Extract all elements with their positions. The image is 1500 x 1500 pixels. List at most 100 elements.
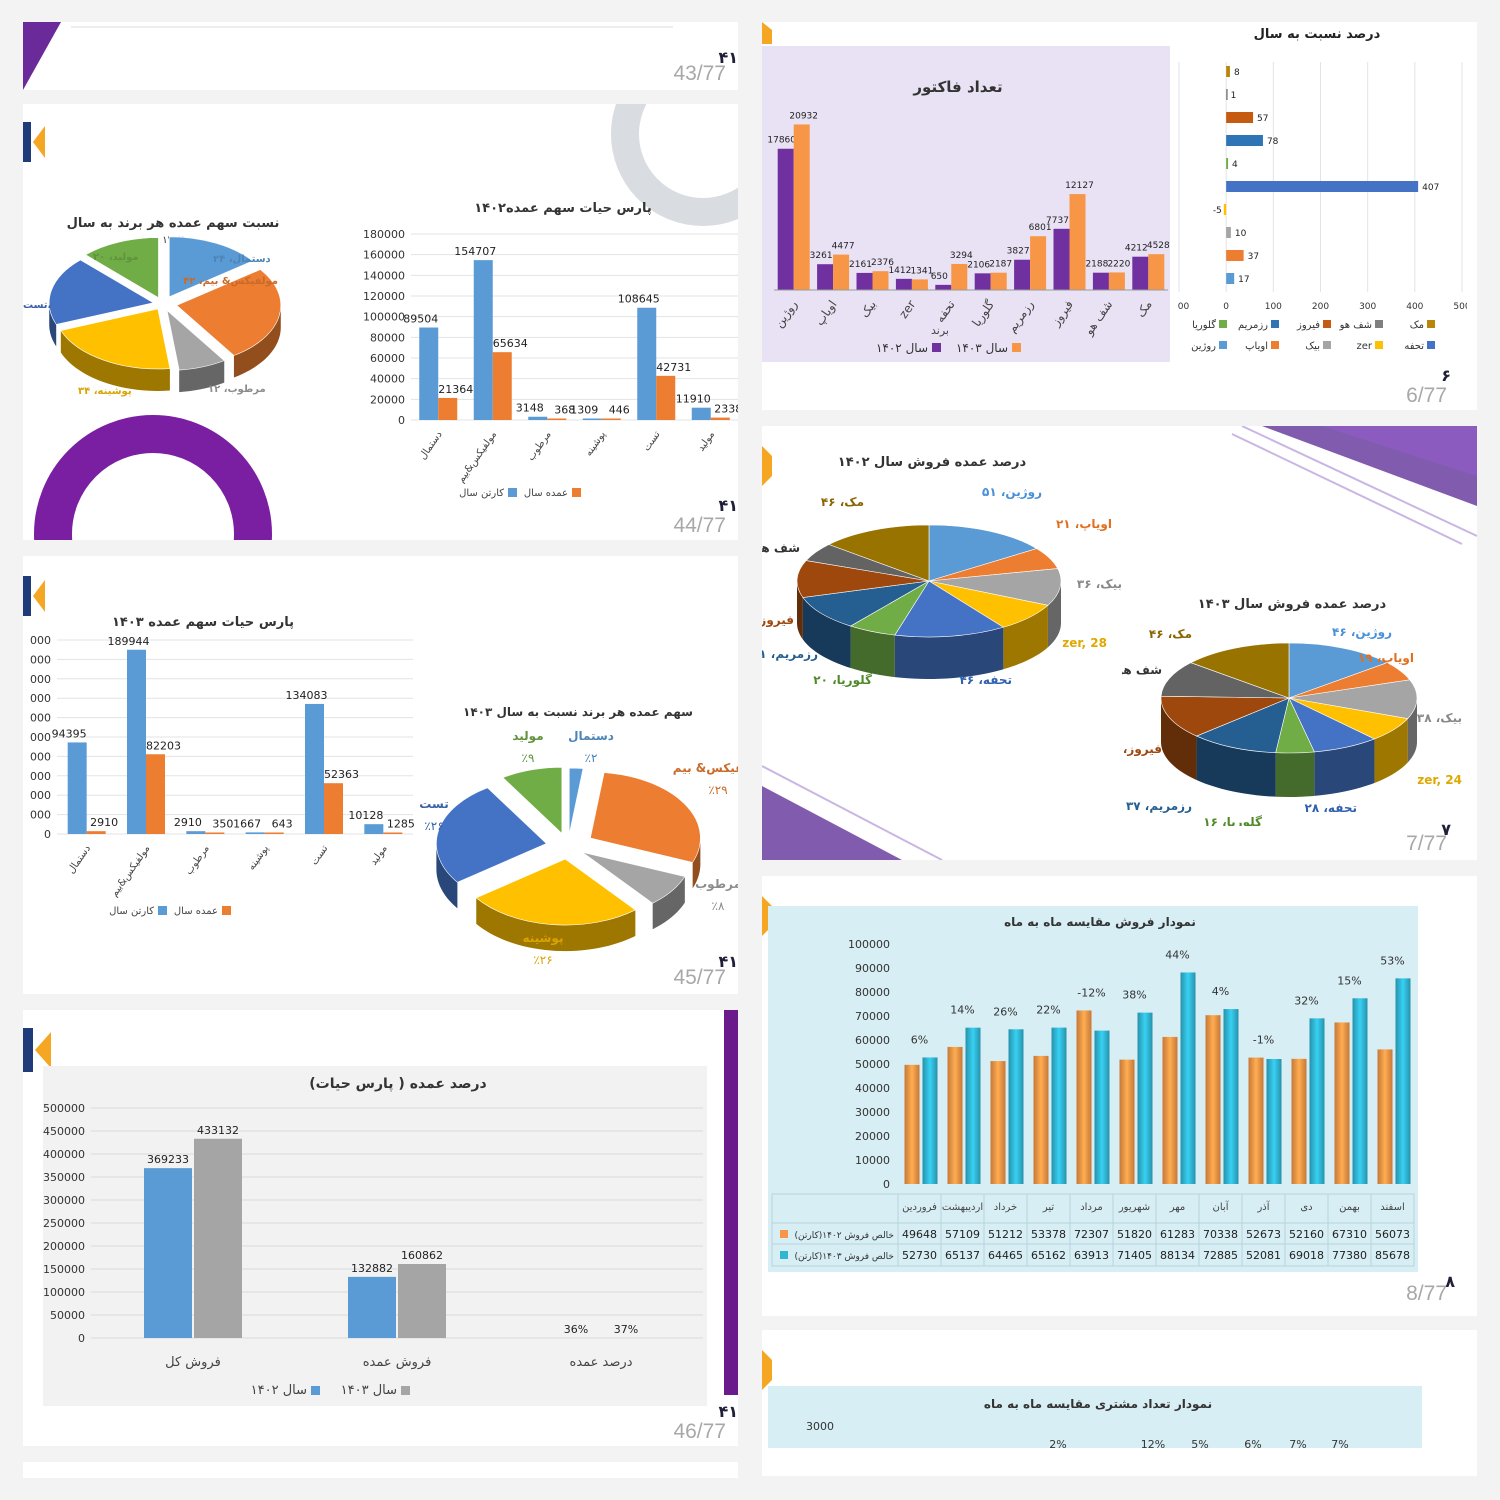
table-cell: 52730 (902, 1249, 937, 1262)
x-tick-label: 0 (1223, 302, 1229, 312)
legend-swatch (780, 1230, 788, 1238)
y-tick-label: 400000 (43, 1148, 85, 1161)
category-label: روژین (772, 298, 802, 331)
slice-label: بیک، ۳۸ (1417, 711, 1462, 725)
slide-number: ۴۱ (718, 496, 738, 515)
bar-1 (1108, 272, 1125, 290)
slice-label: مولفیکس& بیم، ۴۲ (183, 276, 278, 287)
slice-label: مولفیکس& بیم (673, 761, 738, 776)
company-logo (762, 1350, 772, 1394)
slide-43-decor (23, 22, 673, 90)
slice-label: دستمال، ۲۴ (213, 254, 271, 265)
bar-1 (1309, 1018, 1325, 1184)
slice-label: تحفه، ۲۸ (1305, 801, 1357, 815)
bar-0 (1092, 272, 1109, 290)
y-tick-label: 80000 (370, 331, 405, 344)
y-tick-label: 000 (30, 653, 51, 666)
bar-1 (1051, 1027, 1067, 1184)
legend-label: شف هو (1339, 320, 1372, 331)
bar-0 (348, 1276, 396, 1338)
slice-0 (928, 524, 1038, 582)
table-cell: 88134 (1160, 1249, 1195, 1262)
bar-0 (1162, 1036, 1178, 1184)
bar-0 (777, 148, 794, 290)
slide-number: ۴۱ (718, 1402, 738, 1421)
category-label: اویاپ (812, 298, 840, 329)
slice-7 (1160, 695, 1290, 737)
chart-title: پارس حیات سهم عمده ۱۴۰۳ (112, 615, 294, 630)
side-accent (724, 1010, 738, 1395)
bar-0 (1033, 1055, 1049, 1184)
y-tick-label: 100000 (363, 311, 405, 324)
bar-1 (383, 832, 403, 834)
data-label: 6801 (1029, 223, 1052, 233)
slice-5 (502, 767, 563, 835)
legend-swatch (932, 343, 941, 352)
month-label: اردیبهشت (942, 1202, 983, 1213)
month-label: آذر (1256, 1200, 1270, 1213)
bar-1 (194, 1138, 242, 1338)
data-label: 3261 (810, 251, 833, 261)
customers-chart-panel (768, 1386, 1422, 1448)
legend-label: سال ۱۴۰۳ (341, 1383, 397, 1398)
category-label: مک (1133, 298, 1154, 320)
data-label: 82203 (146, 739, 181, 752)
bar-0 (419, 327, 439, 420)
data-label: 65634 (493, 337, 528, 350)
y-tick-label: 000 (30, 731, 51, 744)
customers-chart: نمودار تعداد مشتری مقایسه ماه به ماه 3000… (806, 1397, 1349, 1448)
y-tick-label: 40000 (855, 1082, 890, 1095)
x-tick-label: 500 (1453, 302, 1467, 312)
slide-9: نمودار تعداد مشتری مقایسه ماه به ماه 3000… (762, 1330, 1477, 1476)
bar-0 (895, 278, 912, 290)
slide-number: ۶ (1441, 366, 1451, 385)
slice-2 (928, 568, 1062, 606)
growth-label: 5% (1191, 1438, 1208, 1448)
data-label: 2910 (90, 816, 118, 829)
y-tick-label: 000 (30, 673, 51, 686)
legend-swatch (1375, 341, 1383, 349)
bar-1 (922, 1057, 938, 1184)
slice-side (1314, 738, 1375, 796)
bar-0 (1291, 1058, 1307, 1184)
table-cell: 52673 (1246, 1228, 1281, 1241)
slice-label: روژین، ۵۱ (982, 485, 1042, 500)
data-label: 643 (272, 818, 293, 831)
slice-label: zer, 24 (1417, 773, 1462, 787)
legend-label: بیک (1305, 341, 1320, 352)
month-label: مرداد (1080, 1202, 1103, 1213)
bar-6 (1223, 204, 1227, 215)
table-cell: 52081 (1246, 1249, 1281, 1262)
slice-7 (796, 560, 930, 598)
pie-chart-1402: نسبت سهم عمده هر برند به سال۱۴۰۲دستمال، … (23, 216, 282, 397)
bar-chart-1403: پارس حیات سهم عمده ۱۴۰۳00000000000000000… (30, 615, 415, 917)
data-label: 2910 (174, 816, 202, 829)
bar-0 (528, 416, 548, 420)
slice-2 (582, 852, 686, 904)
data-label: -5 (1213, 206, 1222, 216)
data-label: 2106 (967, 260, 990, 270)
bar-1 (438, 397, 458, 420)
bar-1 (1008, 1029, 1024, 1184)
slice-label: روژین، ۴۶ (1332, 625, 1392, 640)
bar-1 (710, 417, 730, 420)
bar-1 (872, 271, 889, 290)
legend-label: سال ۱۴۰۲ (876, 341, 928, 355)
bar-0 (856, 272, 873, 290)
data-label: 108645 (618, 293, 660, 306)
page-number: 43/77 (673, 62, 726, 85)
legend-swatch (1012, 343, 1021, 352)
bar-1 (205, 832, 225, 834)
bar-1 (1069, 194, 1086, 290)
data-label: 1341 (910, 266, 933, 276)
data-label: 37 (1248, 252, 1259, 262)
slice-label: بیک، ۳۶ (1077, 577, 1122, 591)
bar-1 (324, 783, 343, 834)
chart-title: درصد عمده فروش سال ۱۴۰۲ (838, 455, 1027, 470)
y-tick-label: 000 (30, 789, 51, 802)
legend-label: گلوریا (1192, 319, 1216, 331)
bar-1 (1094, 1030, 1110, 1184)
data-label: 17 (1238, 275, 1249, 285)
slice-pct: ٪۸ (712, 899, 725, 913)
